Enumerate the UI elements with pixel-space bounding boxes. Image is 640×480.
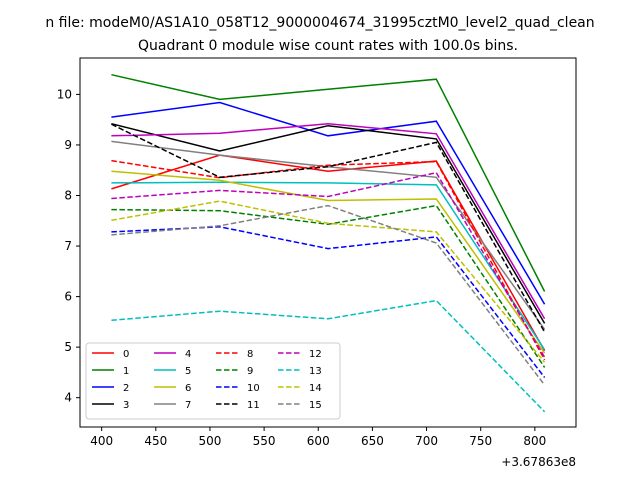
series-line-0 [111, 154, 546, 352]
series-lines [111, 73, 546, 413]
x-tick-label: 600 [307, 434, 330, 448]
legend-label-10: 10 [247, 383, 260, 394]
series-line-3 [111, 122, 546, 324]
legend-label-8: 8 [247, 349, 253, 360]
legend-label-14: 14 [309, 383, 322, 394]
x-tick-label: 400 [90, 434, 113, 448]
legend-label-12: 12 [309, 349, 322, 360]
x-tick-label: 700 [415, 434, 438, 448]
legend-label-6: 6 [185, 383, 191, 394]
x-axis: 400 450 500 550 600 650 700 750 800 [90, 427, 546, 448]
y-axis: 4 5 6 7 8 9 10 [57, 87, 80, 405]
chart-title: Quadrant 0 module wise count rates with … [138, 38, 518, 54]
series-line-5 [111, 181, 546, 351]
x-tick-label: 550 [253, 434, 276, 448]
legend-label-11: 11 [247, 400, 260, 411]
x-tick-label: 450 [144, 434, 167, 448]
y-tick-label: 4 [64, 391, 72, 405]
figure-suptitle: n file: modeM0/AS1A10_058T12_9000004674_… [45, 15, 594, 31]
series-line-11 [111, 123, 546, 333]
legend-box [85, 342, 341, 420]
y-tick-label: 9 [64, 138, 72, 152]
series-line-2 [111, 101, 546, 305]
series-line-9 [111, 204, 546, 368]
legend-label-1: 1 [123, 366, 129, 377]
x-tick-label: 500 [199, 434, 222, 448]
series-line-1 [111, 73, 546, 292]
series-line-8 [111, 159, 546, 361]
legend-label-13: 13 [309, 366, 322, 377]
series-line-14 [111, 200, 546, 363]
legend-label-9: 9 [247, 366, 253, 377]
x-tick-label: 750 [469, 434, 492, 448]
series-line-6 [111, 170, 546, 354]
y-tick-label: 8 [64, 188, 72, 202]
x-tick-label: 650 [361, 434, 384, 448]
series-line-7 [111, 140, 546, 330]
series-line-12 [111, 171, 546, 358]
legend-label-3: 3 [123, 400, 129, 411]
legend-label-5: 5 [185, 366, 191, 377]
legend-label-15: 15 [309, 400, 322, 411]
legend-label-7: 7 [185, 400, 191, 411]
x-tick-label: 800 [523, 434, 546, 448]
y-tick-label: 6 [64, 290, 72, 304]
legend-label-0: 0 [123, 349, 129, 360]
axes-frame [79, 57, 577, 428]
y-tick-label: 7 [64, 239, 72, 253]
series-line-13 [111, 299, 546, 413]
y-tick-label: 5 [64, 340, 72, 354]
x-offset-label: +3.67863e8 [501, 455, 576, 469]
series-line-4 [111, 122, 546, 320]
y-tick-label: 10 [57, 87, 72, 101]
series-line-15 [111, 204, 546, 386]
legend-label-2: 2 [123, 383, 129, 394]
legend-label-4: 4 [185, 349, 191, 360]
